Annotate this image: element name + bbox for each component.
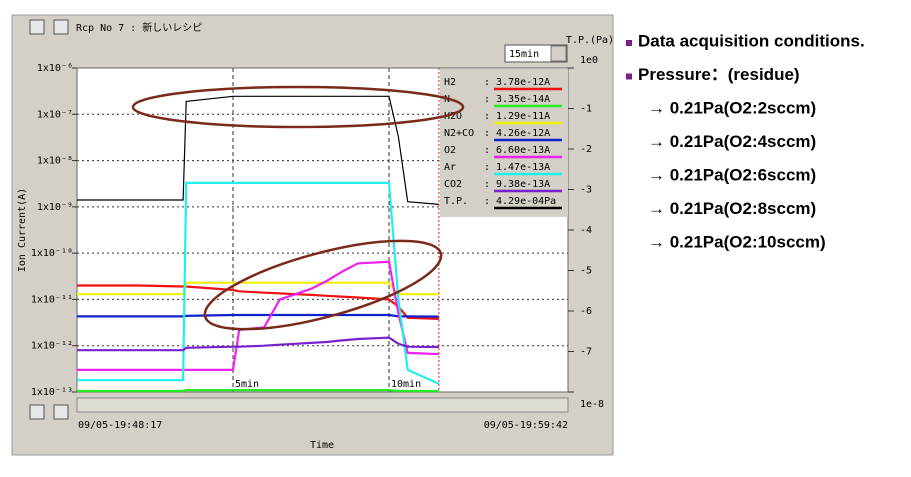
x-tick-label: 5min bbox=[235, 379, 259, 390]
legend-sep: : bbox=[484, 196, 490, 207]
legend-name: T.P. bbox=[444, 196, 468, 207]
up-button[interactable] bbox=[29, 19, 45, 35]
note-line: Pressure：(residue) bbox=[638, 65, 800, 84]
legend-sep: : bbox=[484, 77, 490, 88]
y-tick-label: 1x10⁻¹³ bbox=[31, 387, 73, 398]
legend-reading: 1.29e-11A bbox=[496, 111, 550, 122]
scrollbar[interactable] bbox=[76, 397, 569, 413]
series-line bbox=[77, 389, 439, 393]
y2-tick-label: -2 bbox=[580, 144, 592, 155]
notes: Data acquisition conditions. Pressure：(re… bbox=[626, 31, 865, 251]
y-tick-label: 1x10⁻⁶ bbox=[37, 63, 73, 74]
annotation-ellipse bbox=[131, 85, 465, 129]
legend-name: H2O bbox=[444, 111, 462, 122]
legend-sep: : bbox=[484, 162, 490, 173]
y2-tick-label: -4 bbox=[580, 225, 592, 236]
y2-tick-label: -5 bbox=[580, 266, 592, 277]
down-button[interactable] bbox=[53, 19, 69, 35]
legend-box bbox=[440, 69, 568, 217]
y-tick-label: 1x10⁻¹⁰ bbox=[31, 248, 73, 259]
note-line: → 0.21Pa(O2:4sccm) bbox=[648, 132, 816, 151]
legend-name: Ar bbox=[444, 162, 456, 173]
y2-tick-label: -6 bbox=[580, 306, 592, 317]
legend-sep: : bbox=[484, 128, 490, 139]
y-tick-label: 1x10⁻⁹ bbox=[37, 202, 73, 213]
series-line bbox=[77, 181, 440, 385]
y-tick-label: 1x10⁻¹¹ bbox=[31, 294, 73, 305]
legend-name: H2 bbox=[444, 77, 456, 88]
legend-sep: : bbox=[484, 111, 490, 122]
legend-reading: 9.38e-13A bbox=[496, 179, 550, 190]
note-line: Data acquisition conditions. bbox=[638, 31, 865, 50]
note-line: → 0.21Pa(O2:2sccm) bbox=[648, 98, 816, 117]
y2-tick-label: -3 bbox=[580, 185, 592, 196]
legend-name: O2 bbox=[444, 145, 456, 156]
legend-sep: : bbox=[484, 94, 490, 105]
y-tick-label: 1x10⁻⁸ bbox=[37, 156, 73, 167]
legend-reading: 1.47e-13A bbox=[496, 162, 550, 173]
y2-tick-label: -1 bbox=[580, 104, 592, 115]
series-line bbox=[77, 95, 439, 205]
end-time: 09/05-19:59:42 bbox=[484, 420, 568, 431]
y-tick-label: 1x10⁻⁷ bbox=[37, 109, 73, 120]
bullet bbox=[626, 73, 632, 80]
scroll-button[interactable] bbox=[53, 404, 69, 420]
y2-tick-label: 1e0 bbox=[580, 55, 598, 66]
start-time: 09/05-19:48:17 bbox=[78, 420, 162, 431]
legend-reading: 4.26e-12A bbox=[496, 128, 550, 139]
window-title: Rcp No 7 : 新しいレシピ bbox=[76, 21, 202, 34]
series-line bbox=[77, 336, 439, 352]
legend-sep: : bbox=[484, 179, 490, 190]
legend-sep: : bbox=[484, 145, 490, 156]
x-axis-label: Time bbox=[310, 440, 334, 451]
note-line: → 0.21Pa(O2:8sccm) bbox=[648, 199, 816, 218]
scroll-button[interactable] bbox=[29, 404, 45, 420]
legend-reading: 3.35e-14A bbox=[496, 94, 550, 105]
legend-reading: 6.60e-13A bbox=[496, 145, 550, 156]
note-line: → 0.21Pa(O2:6sccm) bbox=[648, 165, 816, 184]
series-line bbox=[77, 260, 439, 371]
bullet bbox=[626, 40, 632, 46]
y-tick-label: 1x10⁻¹² bbox=[31, 341, 73, 352]
legend: H2:3.78e-12AN:3.35e-14AH2O:1.29e-11AN2+C… bbox=[444, 77, 562, 210]
legend-name: N2+CO bbox=[444, 128, 474, 139]
y2-tick-label: -7 bbox=[580, 347, 592, 358]
note-line: → 0.21Pa(O2:10sccm) bbox=[648, 232, 826, 251]
y2-tick-label: 1e-8 bbox=[580, 399, 604, 410]
legend-reading: 3.78e-12A bbox=[496, 77, 550, 88]
y2-axis-label: T.P.(Pa) bbox=[566, 35, 614, 46]
y-axis-label: Ion Current(A) bbox=[17, 188, 28, 272]
legend-reading: 4.29e-04Pa bbox=[496, 196, 556, 207]
range-label: 15min bbox=[509, 49, 539, 60]
legend-name: CO2 bbox=[444, 179, 462, 190]
x-tick-label: 10min bbox=[391, 379, 421, 390]
annotation-ellipse bbox=[203, 239, 443, 331]
dropdown-arrow[interactable] bbox=[550, 45, 567, 62]
